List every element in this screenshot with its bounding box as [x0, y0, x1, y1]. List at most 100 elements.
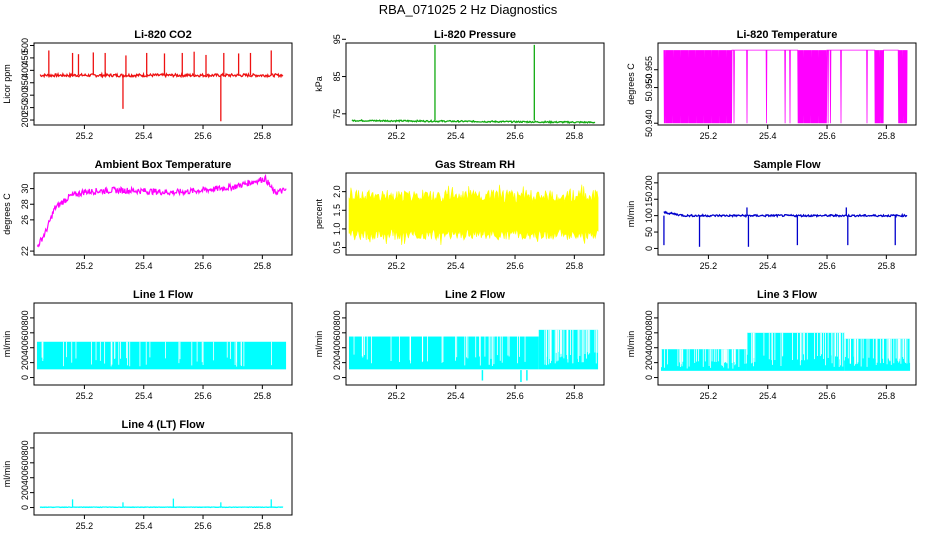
series-marks	[39, 50, 284, 122]
x-tick-label: 25.2	[388, 391, 406, 401]
panel-9: Line 3 Flow 25.2 25.4 25.6 25.8 0 200400600800…	[626, 289, 917, 401]
x-tick-label: 25.8	[878, 261, 896, 271]
flow-band	[746, 332, 845, 371]
y-tick-label: 200	[644, 175, 654, 190]
plot-frame	[657, 42, 917, 126]
y-tick-label: 250	[20, 100, 30, 115]
y-tick-label: 85	[332, 72, 342, 82]
x-tick-label: 25.4	[447, 131, 465, 141]
y-tick-label: 50.950	[644, 74, 654, 102]
y-tick-label: 600	[20, 455, 30, 470]
x-tick-label: 25.2	[388, 261, 406, 271]
y-axis-label: kPa	[314, 76, 324, 92]
y-tick-label: 500	[20, 38, 30, 53]
x-tick-label: 25.6	[506, 391, 524, 401]
y-tick-label: 95	[332, 34, 342, 44]
x-tick-label: 25.8	[254, 391, 272, 401]
plot-frame	[33, 302, 293, 386]
series-marks	[348, 329, 599, 383]
plot-frame	[345, 172, 605, 256]
y-axis-label: Licor ppm	[2, 64, 12, 104]
y-tick-label: 30	[20, 184, 30, 194]
series-marks	[663, 207, 908, 247]
x-tick-label: 25.8	[878, 391, 896, 401]
series-marks	[351, 44, 596, 125]
x-tick-label: 25.4	[135, 261, 153, 271]
x-tick-label: 25.2	[700, 131, 718, 141]
panel-title: Sample Flow	[753, 159, 821, 171]
panel-title: Ambient Box Temperature	[95, 159, 232, 171]
series-marks	[663, 49, 908, 124]
y-axis-label: ml/min	[626, 201, 636, 228]
y-tick-label: 0	[644, 246, 654, 251]
y-axis-label: ml/min	[314, 331, 324, 358]
y-tick-label: 800	[20, 310, 30, 325]
x-tick-label: 25.8	[254, 261, 272, 271]
y-tick-label: 200	[644, 355, 654, 370]
y-tick-label: 400	[644, 340, 654, 355]
x-tick-label: 25.6	[194, 261, 212, 271]
x-tick-label: 25.8	[878, 131, 896, 141]
y-tick-label: 300	[20, 88, 30, 103]
x-tick-label: 25.2	[76, 521, 94, 531]
y-axis-label: ml/min	[2, 331, 12, 358]
y-tick-label: 50.940	[644, 109, 654, 137]
y-tick-label: 800	[644, 310, 654, 325]
x-tick-label: 25.4	[135, 391, 153, 401]
x-tick-label: 25.2	[76, 131, 94, 141]
y-tick-label: 800	[20, 440, 30, 455]
plot-frame	[33, 432, 293, 516]
y-tick-label: 600	[20, 325, 30, 340]
panel-3: Li-820 Temperature 25.2 25.4 25.6 25.8 50.940…	[626, 29, 917, 141]
x-tick-label: 25.4	[135, 521, 153, 531]
panel-7: Line 1 Flow 25.2 25.4 25.6 25.8 0 200400600800…	[2, 289, 293, 401]
x-tick-label: 25.6	[818, 391, 836, 401]
x-tick-label: 25.8	[566, 391, 584, 401]
x-tick-label: 25.4	[447, 261, 465, 271]
x-tick-label: 25.8	[566, 131, 584, 141]
y-tick-label: 50.955	[644, 56, 654, 84]
x-tick-label: 25.8	[566, 261, 584, 271]
panel-5: Gas Stream RH 25.2 25.4 25.6 25.8 0.5 1.0 1.5 2.…	[314, 159, 605, 271]
panel-8: Line 2 Flow 25.2 25.4 25.6 25.8 0 200400600800…	[314, 289, 605, 401]
series-marks	[36, 173, 287, 248]
x-tick-label: 25.6	[818, 261, 836, 271]
flow-band	[538, 329, 599, 370]
y-axis-label: percent	[314, 198, 324, 229]
panel-title: Line 1 Flow	[133, 289, 193, 301]
y-tick-label: 2.0	[332, 185, 342, 198]
series-line	[663, 210, 908, 219]
y-tick-label: 0	[20, 505, 30, 510]
series-line	[351, 118, 596, 125]
y-tick-label: 400	[20, 340, 30, 355]
panel-title: Li-820 Temperature	[737, 29, 838, 41]
flow-band	[36, 341, 287, 370]
plot-frame	[33, 172, 293, 256]
rh-band	[348, 184, 599, 246]
plot-frame	[345, 42, 605, 126]
series-marks	[39, 498, 284, 509]
x-tick-label: 25.4	[135, 131, 153, 141]
x-tick-label: 25.6	[194, 131, 212, 141]
x-tick-label: 25.4	[759, 391, 777, 401]
x-tick-label: 25.2	[76, 261, 94, 271]
y-tick-label: 400	[20, 470, 30, 485]
temperature-trace	[663, 49, 908, 124]
y-tick-label: 150	[644, 192, 654, 207]
panel-title: Line 3 Flow	[757, 289, 817, 301]
y-tick-label: 600	[332, 325, 342, 340]
panel-2: Li-820 Pressure 25.2 25.4 25.6 25.8 75 85 95 kPa	[314, 29, 605, 141]
panel-title: Line 4 (LT) Flow	[122, 419, 205, 431]
series-line	[39, 71, 284, 79]
panel-4: Ambient Box Temperature 25.2 25.4 25.6 25.8 2…	[2, 159, 293, 271]
x-tick-label: 25.6	[194, 521, 212, 531]
x-tick-label: 25.8	[254, 521, 272, 531]
y-axis-label: degrees C	[626, 63, 636, 105]
x-tick-label: 25.2	[700, 391, 718, 401]
x-tick-label: 25.8	[254, 131, 272, 141]
plot-frame	[657, 172, 917, 256]
y-tick-label: 200	[20, 113, 30, 128]
y-tick-label: 1.0	[332, 223, 342, 236]
x-tick-label: 25.2	[700, 261, 718, 271]
